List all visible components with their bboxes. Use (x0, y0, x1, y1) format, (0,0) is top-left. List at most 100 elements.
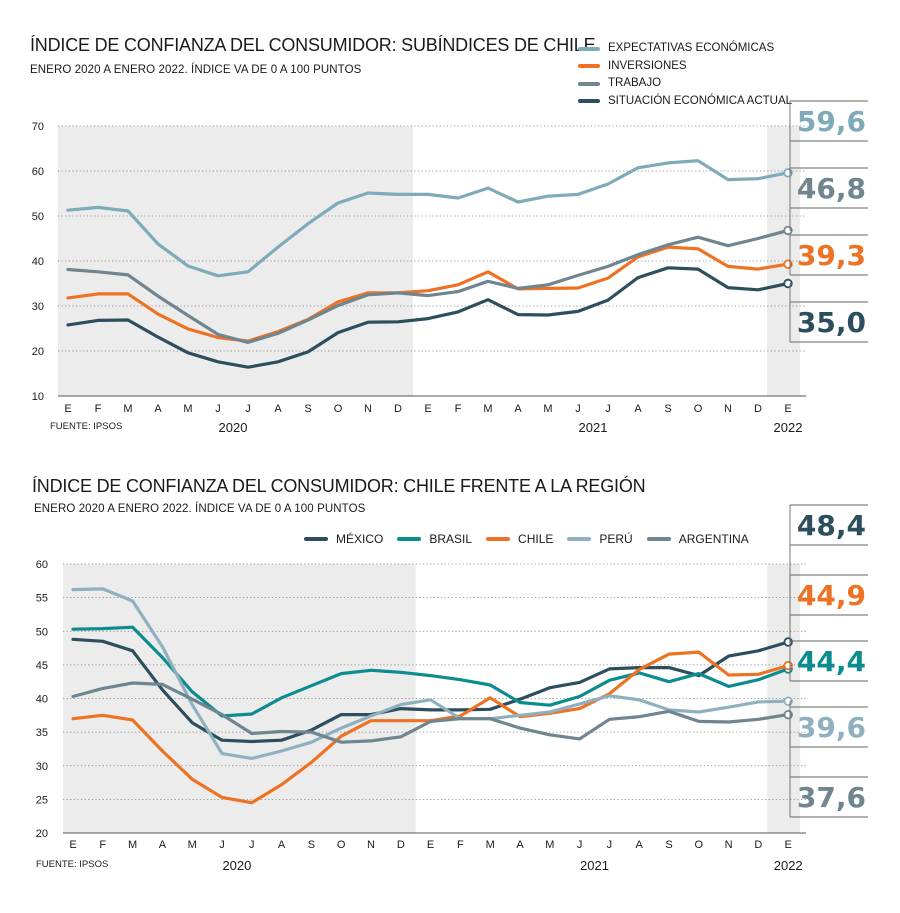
x-tick-label: F (99, 839, 106, 851)
final-value-chile: 44,9 (797, 579, 866, 612)
x-tick-label: A (636, 839, 644, 851)
x-tick-label: S (664, 403, 671, 415)
legend-item-brasil: BRASIL (397, 532, 472, 546)
callout-bracket-argentina (789, 714, 868, 818)
callout-bracket-chile (789, 574, 868, 666)
legend-swatch (646, 537, 671, 541)
chart1-title: ÍNDICE DE CONFIANZA DEL CONSUMIDOR: SUBÍ… (30, 35, 596, 55)
year-label-2020: 2020 (219, 420, 248, 435)
legend-item-inversiones: INVERSIONES (578, 58, 792, 76)
x-tick-label: O (694, 403, 703, 415)
end-marker-argentina (783, 709, 793, 720)
legend-item-trabajo: TRABAJO (578, 75, 792, 93)
x-tick-label: M (188, 839, 197, 851)
series-line-expectativas-economicas (66, 159, 790, 278)
end-marker-trabajo (783, 225, 793, 236)
final-value-mexico: 48,4 (797, 509, 866, 542)
end-marker-brasil (783, 664, 793, 674)
x-tick-label: E (69, 839, 76, 851)
legend-item-mexico: MÉXICO (304, 532, 383, 546)
x-tick-label: E (424, 403, 431, 415)
x-tick-label: E (427, 839, 434, 851)
callout-bracket-peru (789, 700, 868, 748)
legend-label: ARGENTINA (678, 532, 749, 546)
x-tick-label: A (154, 403, 162, 415)
legend-swatch (567, 537, 592, 541)
chart1-source: FUENTE: IPSOS (50, 421, 123, 432)
legend-swatch (578, 46, 600, 51)
chart1-legend: EXPECTATIVAS ECONÓMICAS INVERSIONES TRAB… (578, 40, 792, 110)
series-line-argentina (71, 681, 790, 744)
end-marker-situacion-economica-actual (783, 278, 793, 289)
series-line-chile (71, 650, 790, 805)
x-tick-label: M (545, 839, 554, 851)
shaded-period-1 (767, 564, 801, 833)
shaded-period-1 (767, 126, 800, 396)
y-tick-label: 25 (36, 794, 48, 806)
legend-label: INVERSIONES (608, 59, 687, 72)
y-tick-label: 20 (32, 346, 44, 358)
x-tick-label: D (754, 403, 762, 415)
series-line-trabajo (66, 228, 790, 344)
legend-item-expectativas: EXPECTATIVAS ECONÓMICAS (578, 40, 792, 58)
x-tick-label: J (219, 839, 225, 851)
callout-bracket-trabajo (789, 167, 868, 231)
final-value-situacion-economica-actual: 35,0 (797, 306, 866, 339)
y-tick-label: 10 (32, 391, 44, 403)
y-tick-label: 45 (36, 660, 48, 672)
legend-item-argentina: ARGENTINA (646, 532, 749, 546)
final-value-peru: 39,6 (797, 711, 866, 744)
y-tick-label: 70 (32, 121, 44, 133)
x-tick-label: J (249, 839, 255, 851)
x-tick-label: M (486, 839, 495, 851)
y-tick-label: 55 (36, 593, 48, 605)
series-line-situacion-economica-actual (66, 266, 790, 369)
legend-swatch (397, 537, 422, 541)
x-tick-label: S (308, 839, 315, 851)
callout-bracket-situacion-economica-actual (789, 283, 868, 343)
final-value-inversiones: 39,3 (797, 239, 866, 272)
end-marker-peru (783, 696, 793, 706)
y-tick-label: 60 (36, 559, 48, 571)
callout-bracket-inversiones (789, 234, 868, 276)
chart2-source: FUENTE: IPSOS (36, 859, 109, 870)
legend-swatch (578, 81, 600, 86)
x-tick-label: E (785, 839, 792, 851)
end-marker-inversiones (783, 259, 793, 269)
x-tick-label: M (183, 403, 192, 415)
series-line-brasil (71, 625, 790, 718)
x-tick-label: F (455, 403, 462, 415)
x-tick-label: A (634, 403, 642, 415)
callout-bracket-brasil (789, 640, 868, 682)
x-tick-label: J (215, 403, 221, 415)
x-tick-label: M (543, 403, 552, 415)
year-label-2020: 2020 (222, 858, 251, 873)
shaded-period-0 (63, 564, 416, 833)
year-label-2022: 2022 (774, 858, 803, 873)
chart1-subtitle: ENERO 2020 A ENERO 2022. ÍNDICE VA DE 0 … (30, 64, 362, 76)
y-tick-label: 20 (36, 828, 48, 840)
x-tick-label: O (334, 403, 343, 415)
legend-label: SITUACIÓN ECONÓMICA ACTUAL (608, 94, 793, 107)
x-tick-label: N (725, 839, 733, 851)
x-tick-label: A (274, 403, 282, 415)
chart2-legend: MÉXICO BRASIL CHILE PERÚ ARGENTINA (304, 532, 749, 546)
series-line-peru (71, 587, 790, 761)
x-tick-label: E (784, 403, 791, 415)
y-tick-label: 50 (32, 211, 44, 223)
callout-bracket-expectativas-economicas (789, 100, 868, 174)
x-tick-label: E (64, 403, 71, 415)
legend-item-situacion: SITUACIÓN ECONÓMICA ACTUAL (578, 93, 792, 111)
legend-label: TRABAJO (608, 77, 662, 89)
x-tick-label: A (278, 839, 286, 851)
legend-label: EXPECTATIVAS ECONÓMICAS (608, 42, 775, 54)
legend-item-chile: CHILE (486, 532, 553, 546)
final-value-expectativas-economicas: 59,6 (797, 105, 866, 138)
x-tick-label: N (364, 403, 372, 415)
series-line-mexico (71, 637, 790, 744)
x-tick-label: N (367, 839, 375, 851)
x-tick-label: N (724, 403, 732, 415)
chart2-title: ÍNDICE DE CONFIANZA DEL CONSUMIDOR: CHIL… (32, 476, 646, 496)
